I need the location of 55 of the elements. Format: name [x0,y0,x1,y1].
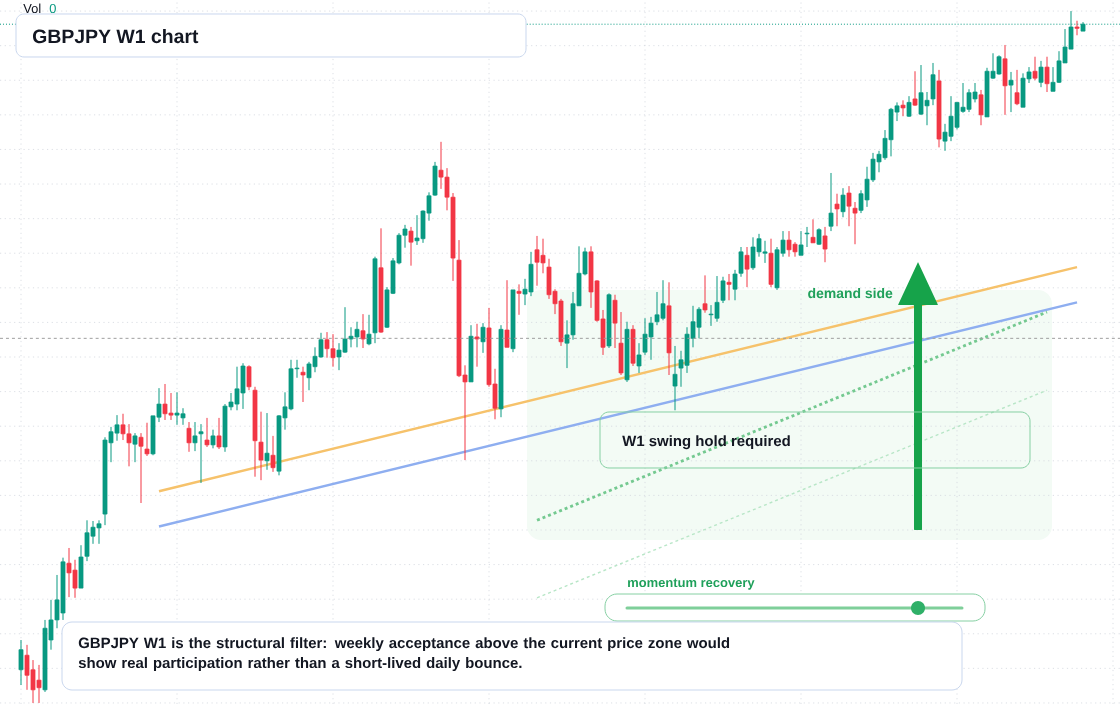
candlestick [906,95,912,118]
candlestick [132,432,138,463]
text: GBPJPY W1 chart [33,28,199,44]
candlestick [1044,56,1050,93]
candlestick [192,421,198,452]
candlestick [702,274,708,314]
candlestick [720,276,726,304]
candlestick [810,218,816,244]
candlestick [516,283,522,316]
candlestick [144,422,150,457]
candlestick [264,412,270,471]
candlestick [912,70,918,107]
candlestick [300,366,306,403]
candlestick [474,323,480,368]
annotation: W1 swing hold required [622,435,790,450]
candlestick [744,246,750,288]
candlestick [852,201,858,245]
candlestick [846,185,852,227]
candlestick [246,364,252,391]
candlestick [900,99,906,117]
candlestick [1032,56,1038,81]
candlestick [138,432,144,504]
candlestick [726,273,732,301]
candlestick [978,89,984,126]
candlestick [822,226,828,263]
candlestick [18,639,24,686]
candlestick [210,429,216,449]
candlestick [798,230,804,256]
candlestick [198,423,204,484]
candlestick [504,279,510,348]
candlestick [360,313,366,349]
candlestick [612,294,618,349]
candlestick [1008,71,1014,113]
candlestick [1074,20,1080,36]
candlestick [270,435,276,473]
annotation: GBPJPY W1 is the structural filter: weekly acceptance above the current price zone would show real participation rather than a short-lived daily bounce. [78,637,730,672]
candlestick [1038,60,1044,88]
candlestick [834,193,840,227]
candlestick [216,417,222,450]
candlestick [480,322,486,354]
annotation: demand side [808,287,893,299]
candlestick [804,226,810,248]
annotation: 0 [49,3,56,14]
candlestick [258,411,264,481]
candlestick [1014,69,1020,106]
annotation: Vol [23,3,41,14]
candlestick [366,314,372,346]
annotation: momentum recovery [628,578,755,590]
candlestick [636,342,642,374]
candlestick [408,226,414,267]
candlestick [828,172,834,232]
candlestick [672,345,678,411]
candlestick [840,187,846,218]
candlestick [186,421,192,453]
candlestick [204,417,210,448]
